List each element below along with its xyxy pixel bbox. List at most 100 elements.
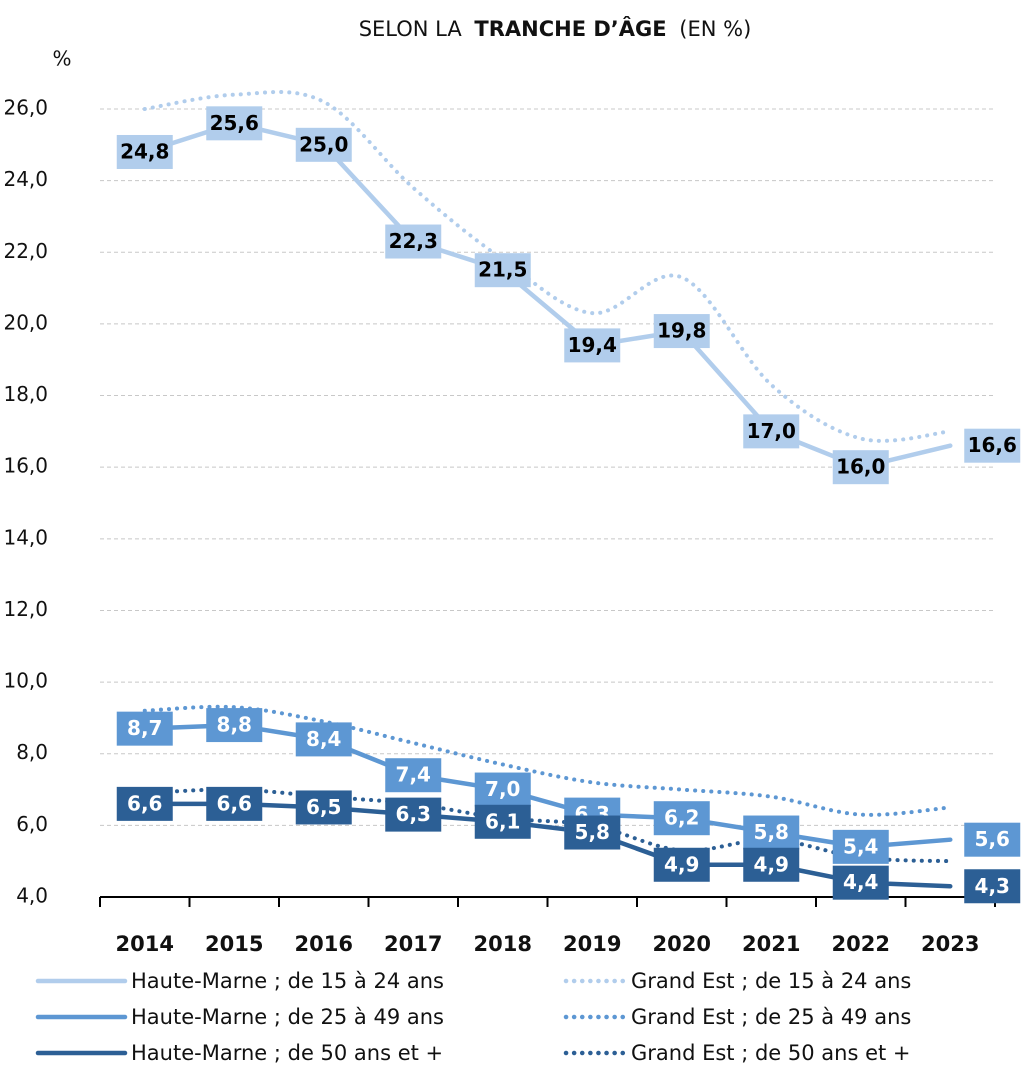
data-label-text: 5,6 — [975, 827, 1010, 851]
line — [142, 121, 953, 470]
data-label: 6,5 — [295, 790, 352, 825]
data-label: 6,2 — [653, 801, 710, 836]
data-label: 19,4 — [564, 328, 621, 363]
chart-title: SELON LA TRANCHE D’ÂGE (EN %) — [359, 16, 752, 41]
label-box — [564, 328, 621, 363]
line — [142, 801, 953, 889]
data-label: 4,4 — [832, 865, 889, 900]
data-label: 8,4 — [295, 722, 352, 757]
y-tick-label: 24,0 — [3, 167, 48, 191]
label-box — [474, 772, 531, 807]
data-label-text: 4,9 — [754, 852, 789, 876]
title-prefix: SELON LA — [359, 17, 463, 41]
legend-label: Haute-Marne ; de 25 à 49 ans — [131, 1005, 444, 1029]
y-tick-label: 20,0 — [3, 310, 48, 334]
data-label: 25,6 — [206, 106, 263, 141]
data-label-text: 25,6 — [210, 111, 259, 135]
data-label-text: 25,0 — [299, 132, 348, 156]
label-box — [653, 801, 710, 836]
label-box — [964, 869, 1021, 904]
data-label-text: 22,3 — [389, 229, 438, 253]
label-box — [832, 865, 889, 900]
data-label-text: 6,5 — [306, 795, 341, 819]
y-tick-label: 18,0 — [3, 382, 48, 406]
y-tick-label: 4,0 — [16, 884, 48, 908]
data-label-text: 16,6 — [968, 433, 1017, 457]
label-box — [206, 786, 263, 821]
data-label: 17,0 — [743, 414, 800, 449]
data-label-text: 6,3 — [396, 802, 431, 826]
data-label-text: 8,8 — [217, 713, 252, 737]
data-label: 5,4 — [832, 829, 889, 864]
label-box — [295, 127, 352, 162]
x-tick-label: 2023 — [921, 932, 979, 956]
label-box — [743, 815, 800, 850]
data-label-text: 6,2 — [664, 806, 699, 830]
y-tick-label: 12,0 — [3, 597, 48, 621]
label-box — [206, 708, 263, 743]
x-tick-label: 2017 — [384, 932, 442, 956]
data-label: 4,9 — [653, 847, 710, 882]
line — [142, 722, 953, 850]
x-tick-label: 2014 — [116, 932, 174, 956]
label-box — [385, 224, 442, 259]
label-box — [832, 450, 889, 485]
data-label-text: 7,0 — [485, 777, 520, 801]
y-unit: % — [52, 47, 71, 71]
data-label-text: 19,8 — [657, 319, 706, 343]
label-box — [385, 758, 442, 793]
y-tick-label: 6,0 — [16, 812, 48, 836]
y-tick-label: 26,0 — [3, 96, 48, 120]
data-label: 8,7 — [116, 711, 173, 746]
data-label: 16,0 — [832, 450, 889, 485]
y-tick-label: 14,0 — [3, 525, 48, 549]
x-tick-label: 2021 — [742, 932, 800, 956]
data-label: 21,5 — [474, 253, 531, 288]
x-tick-label: 2019 — [563, 932, 621, 956]
data-label: 25,0 — [295, 127, 352, 162]
data-label-text: 4,4 — [843, 870, 878, 894]
data-label: 4,9 — [743, 847, 800, 882]
data-label-text: 6,1 — [485, 809, 520, 833]
x-tick-label: 2015 — [205, 932, 263, 956]
data-label: 16,6 — [964, 428, 1021, 463]
x-tick-label: 2020 — [653, 932, 711, 956]
legend-label: Grand Est ; de 25 à 49 ans — [631, 1005, 911, 1029]
label-box — [474, 804, 531, 839]
data-label: 8,8 — [206, 708, 263, 743]
data-label: 4,3 — [964, 869, 1021, 904]
data-label-text: 4,9 — [664, 852, 699, 876]
data-label-text: 16,0 — [836, 455, 885, 479]
data-label-text: 5,8 — [754, 820, 789, 844]
data-label-text: 5,4 — [843, 834, 878, 858]
y-tick-label: 22,0 — [3, 239, 48, 263]
label-box — [564, 815, 621, 850]
data-label: 6,1 — [474, 804, 531, 839]
label-box — [116, 134, 173, 169]
y-tick-label: 16,0 — [3, 454, 48, 478]
data-label: 6,3 — [385, 797, 442, 832]
data-label-text: 17,0 — [747, 419, 796, 443]
data-label: 5,8 — [743, 815, 800, 850]
label-box — [743, 414, 800, 449]
legend-label: Haute-Marne ; de 50 ans et + — [131, 1041, 443, 1065]
y-tick-label: 10,0 — [3, 669, 48, 693]
label-box — [385, 797, 442, 832]
data-label: 24,8 — [116, 134, 173, 169]
label-box — [653, 314, 710, 349]
x-tick-label: 2022 — [832, 932, 890, 956]
data-label-text: 24,8 — [120, 139, 169, 163]
x-tick-label: 2016 — [295, 932, 353, 956]
label-box — [295, 722, 352, 757]
data-label: 22,3 — [385, 224, 442, 259]
data-label-text: 8,7 — [127, 716, 162, 740]
data-label-text: 6,6 — [127, 791, 162, 815]
line — [142, 787, 953, 864]
label-box — [206, 106, 263, 141]
label-box — [743, 847, 800, 882]
data-label: 6,6 — [116, 786, 173, 821]
label-box — [964, 822, 1021, 857]
data-label: 5,6 — [964, 822, 1021, 857]
data-label-text: 5,8 — [575, 820, 610, 844]
